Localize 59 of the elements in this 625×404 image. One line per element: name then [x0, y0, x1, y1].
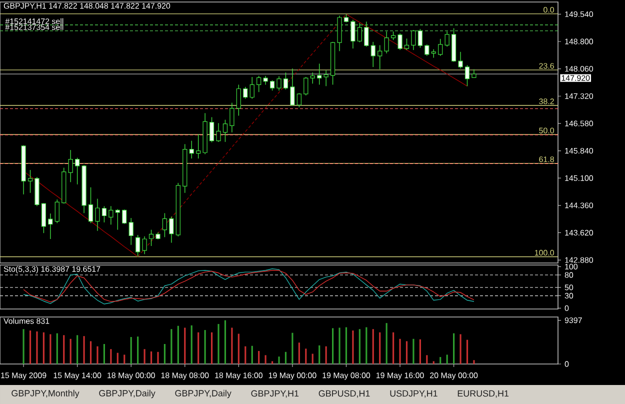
candlestick — [169, 216, 174, 244]
candlestick — [438, 38, 443, 56]
candlestick — [54, 199, 60, 224]
candlestick — [136, 234, 140, 258]
candlestick — [48, 213, 53, 240]
candlestick — [108, 206, 114, 225]
candlestick — [283, 72, 288, 90]
candlestick — [115, 208, 120, 230]
candlestick — [95, 198, 100, 232]
candlestick — [209, 116, 214, 143]
candlestick — [88, 186, 94, 224]
candlestick — [243, 86, 248, 100]
candlestick — [41, 202, 46, 234]
candlestick — [404, 38, 410, 50]
candlestick — [398, 33, 402, 50]
candlestick — [196, 134, 201, 159]
text: GBPJPY,H1 — [251, 390, 299, 398]
candlestick — [324, 70, 328, 87]
candlestick — [75, 157, 80, 185]
text: GBPJPY,Monthly — [12, 390, 80, 398]
candlestick — [256, 75, 262, 92]
candlestick — [364, 21, 369, 48]
candlestick — [424, 44, 430, 56]
candlestick — [128, 218, 134, 246]
candlestick — [411, 30, 416, 50]
candlestick — [236, 84, 241, 116]
candlestick — [276, 76, 282, 91]
text: GBPJPY,Daily — [99, 390, 156, 398]
candlestick — [28, 170, 33, 194]
candlestick — [458, 51, 463, 69]
candlestick — [102, 206, 107, 223]
candlestick — [222, 119, 228, 142]
candlestick — [464, 64, 470, 87]
candlestick — [350, 19, 356, 49]
text: EURUSD,H1 — [458, 390, 509, 398]
candlestick — [444, 31, 450, 48]
candlestick — [317, 63, 322, 86]
text: USDJPY,H1 — [390, 390, 438, 398]
candlestick — [216, 122, 221, 142]
candlestick — [418, 28, 422, 48]
text: GBPJPY,Daily — [175, 390, 232, 398]
candlestick — [122, 209, 127, 224]
candlestick — [296, 92, 302, 108]
candlestick — [270, 80, 275, 91]
candlestick — [384, 31, 389, 54]
candlestick — [148, 229, 154, 246]
candlestick — [304, 76, 308, 96]
candlestick — [357, 22, 362, 43]
candlestick — [250, 76, 254, 100]
candlestick — [290, 68, 295, 106]
candlestick — [310, 72, 315, 84]
candlestick — [378, 44, 382, 70]
text: GBPUSD,H1 — [318, 390, 370, 398]
candlestick — [68, 150, 73, 182]
candlestick — [142, 236, 147, 254]
candlestick — [162, 212, 168, 238]
candlestick — [370, 42, 376, 68]
candlestick — [230, 102, 234, 133]
candlestick — [189, 140, 194, 159]
